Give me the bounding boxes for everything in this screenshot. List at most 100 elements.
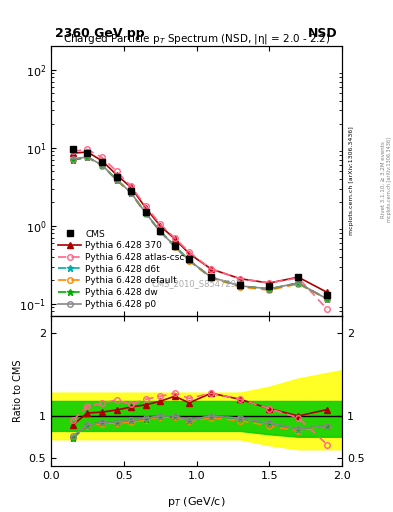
Pythia 6.428 dw (71, 157, 75, 163)
CMS (158, 228, 163, 234)
Pythia 6.428 default (173, 244, 177, 250)
Line: Pythia 6.428 default: Pythia 6.428 default (70, 155, 330, 302)
Pythia 6.428 dw (173, 243, 177, 249)
Pythia 6.428 dw (296, 280, 301, 286)
CMS (238, 282, 242, 288)
Pythia 6.428 d6t (325, 296, 330, 302)
Line: Pythia 6.428 d6t: Pythia 6.428 d6t (70, 154, 331, 303)
Pythia 6.428 370 (238, 275, 242, 282)
Pythia 6.428 atlas-csc (114, 168, 119, 174)
Pythia 6.428 370 (296, 274, 301, 280)
Pythia 6.428 p0 (296, 280, 301, 286)
Pythia 6.428 default (187, 258, 192, 264)
Pythia 6.428 default (296, 281, 301, 287)
Pythia 6.428 p0 (114, 177, 119, 183)
Pythia 6.428 d6t (100, 162, 105, 168)
Pythia 6.428 d6t (187, 258, 192, 264)
Pythia 6.428 dw (85, 154, 90, 160)
Pythia 6.428 default (267, 287, 272, 293)
Pythia 6.428 default (71, 157, 75, 163)
Pythia 6.428 d6t (209, 274, 213, 280)
Pythia 6.428 d6t (296, 280, 301, 286)
Pythia 6.428 p0 (143, 210, 148, 216)
Pythia 6.428 dw (158, 228, 163, 234)
Pythia 6.428 d6t (114, 177, 119, 183)
Pythia 6.428 atlas-csc (85, 146, 90, 153)
Pythia 6.428 d6t (143, 210, 148, 216)
Pythia 6.428 p0 (267, 286, 272, 292)
Pythia 6.428 p0 (85, 154, 90, 160)
CMS (296, 274, 301, 280)
Pythia 6.428 p0 (325, 296, 330, 302)
Text: 2360 GeV pp: 2360 GeV pp (55, 27, 145, 40)
Text: NSD: NSD (309, 27, 338, 40)
Pythia 6.428 default (143, 210, 148, 217)
Pythia 6.428 p0 (238, 283, 242, 289)
Pythia 6.428 dw (238, 283, 242, 289)
Pythia 6.428 370 (129, 184, 134, 190)
Pythia 6.428 370 (71, 150, 75, 156)
CMS (187, 255, 192, 262)
Pythia 6.428 d6t (173, 243, 177, 249)
Pythia 6.428 dw (325, 296, 330, 302)
Pythia 6.428 default (100, 162, 105, 168)
Pythia 6.428 d6t (158, 228, 163, 234)
Pythia 6.428 370 (143, 205, 148, 211)
Pythia 6.428 d6t (85, 155, 90, 161)
CMS (143, 209, 148, 215)
Line: Pythia 6.428 atlas-csc: Pythia 6.428 atlas-csc (70, 146, 330, 312)
Pythia 6.428 atlas-csc (143, 203, 148, 209)
Pythia 6.428 p0 (173, 243, 177, 249)
Pythia 6.428 p0 (158, 228, 163, 234)
Text: mcplots.cern.ch [arXiv:1306.3436]: mcplots.cern.ch [arXiv:1306.3436] (387, 137, 391, 222)
Title: Charged Particle p$_T$ Spectrum (NSD, |η| = 2.0 - 2.2): Charged Particle p$_T$ Spectrum (NSD, |η… (63, 32, 330, 46)
Pythia 6.428 atlas-csc (296, 275, 301, 281)
Pythia 6.428 370 (267, 280, 272, 286)
Pythia 6.428 dw (114, 177, 119, 183)
Line: CMS: CMS (70, 146, 330, 298)
Pythia 6.428 p0 (100, 162, 105, 168)
Pythia 6.428 370 (100, 158, 105, 164)
Pythia 6.428 d6t (238, 283, 242, 289)
Pythia 6.428 dw (143, 210, 148, 216)
Pythia 6.428 370 (187, 250, 192, 257)
CMS (129, 188, 134, 194)
Pythia 6.428 atlas-csc (325, 306, 330, 312)
Pythia 6.428 dw (100, 162, 105, 168)
Pythia 6.428 dw (209, 274, 213, 280)
Pythia 6.428 370 (173, 236, 177, 242)
Pythia 6.428 d6t (71, 157, 75, 163)
Pythia 6.428 370 (114, 172, 119, 178)
Pythia 6.428 atlas-csc (238, 275, 242, 282)
Pythia 6.428 atlas-csc (100, 155, 105, 161)
Pythia 6.428 default (325, 296, 330, 302)
Pythia 6.428 dw (187, 258, 192, 264)
CMS (71, 146, 75, 153)
CMS (173, 243, 177, 249)
CMS (209, 274, 213, 280)
CMS (267, 283, 272, 289)
Pythia 6.428 atlas-csc (158, 221, 163, 227)
Pythia 6.428 atlas-csc (267, 280, 272, 286)
Pythia 6.428 370 (325, 289, 330, 295)
Pythia 6.428 dw (267, 286, 272, 292)
Line: Pythia 6.428 p0: Pythia 6.428 p0 (70, 154, 330, 302)
Pythia 6.428 370 (158, 223, 163, 229)
Pythia 6.428 default (85, 155, 90, 161)
Pythia 6.428 p0 (129, 189, 134, 196)
CMS (325, 292, 330, 298)
Text: CMS_2010_S8547297: CMS_2010_S8547297 (151, 279, 242, 288)
Pythia 6.428 default (114, 177, 119, 183)
Pythia 6.428 d6t (267, 286, 272, 292)
Y-axis label: mcplots.cern.ch [arXiv:1306.3436]: mcplots.cern.ch [arXiv:1306.3436] (349, 126, 354, 236)
Line: Pythia 6.428 dw: Pythia 6.428 dw (70, 154, 331, 303)
Y-axis label: Ratio to CMS: Ratio to CMS (13, 360, 23, 422)
Pythia 6.428 p0 (209, 274, 213, 280)
Line: Pythia 6.428 370: Pythia 6.428 370 (70, 149, 330, 295)
Pythia 6.428 370 (85, 149, 90, 155)
Pythia 6.428 atlas-csc (173, 235, 177, 241)
Pythia 6.428 d6t (129, 189, 134, 196)
Legend: CMS, Pythia 6.428 370, Pythia 6.428 atlas-csc, Pythia 6.428 d6t, Pythia 6.428 de: CMS, Pythia 6.428 370, Pythia 6.428 atla… (55, 227, 187, 311)
Pythia 6.428 default (209, 275, 213, 281)
Pythia 6.428 default (129, 190, 134, 197)
